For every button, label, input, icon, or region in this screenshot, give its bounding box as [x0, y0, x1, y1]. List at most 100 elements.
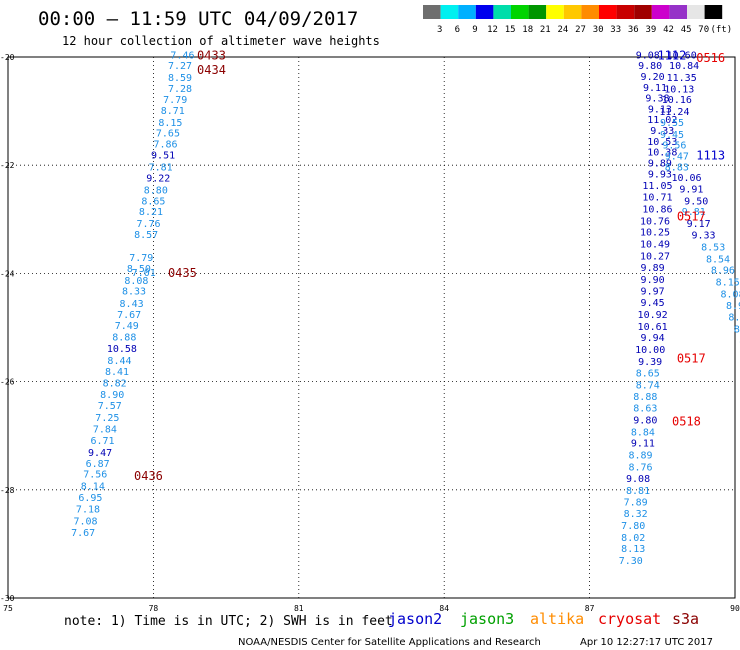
data-value-s3a: 8.15: [158, 118, 182, 129]
data-value-cryosat: 7.80: [621, 521, 645, 532]
data-value-s3a: 9.51: [151, 150, 175, 161]
colorbar-label: 33: [610, 25, 621, 35]
data-value-cryosat: 9.45: [641, 298, 665, 309]
data-value-jason2: 8.96: [711, 266, 735, 277]
data-value-cryosat: 9.97: [641, 287, 665, 298]
colorbar-label: 39: [645, 25, 656, 35]
colorbar-label: 30: [593, 25, 604, 35]
chart-title: 00:00 – 11:59 UTC 04/09/2017: [38, 8, 358, 30]
data-value-s3a: 8.82: [103, 379, 127, 390]
data-value-cryosat: 8.02: [621, 533, 645, 544]
data-value-jason2: 10.16: [662, 95, 692, 106]
data-value-cryosat: 10.61: [638, 322, 668, 333]
data-value-cryosat: 10.76: [640, 216, 670, 227]
x-tick-label: 87: [585, 604, 595, 613]
colorbar-swatch: [669, 5, 687, 19]
data-value-jason2: 11.35: [667, 73, 697, 84]
data-value-cryosat: 9.89: [641, 263, 665, 274]
data-value-s3a: 7.25: [95, 413, 119, 424]
data-value-s3a: 7.56: [83, 470, 107, 481]
data-value-s3a: 8.65: [141, 196, 165, 207]
data-value-s3a: 8.21: [139, 207, 163, 218]
data-value-jason2: 9.91: [679, 184, 703, 195]
data-value-s3a: 8.41: [105, 367, 129, 378]
y-tick-label: -20: [0, 53, 15, 62]
data-value-cryosat: 7.89: [624, 498, 648, 509]
data-value-s3a: 7.67: [117, 310, 141, 321]
colorbar-swatch: [651, 5, 670, 19]
data-value-cryosat: 10.53: [647, 137, 677, 148]
data-value-jason2: 9.55: [660, 118, 684, 129]
colorbar-swatch: [616, 5, 635, 19]
colorbar-label: 3: [437, 25, 442, 35]
colorbar-swatch: [493, 5, 511, 19]
data-value-s3a: 6.71: [90, 436, 114, 447]
colorbar-label: 15: [505, 25, 516, 35]
data-value-cryosat: 8.84: [631, 427, 655, 438]
data-value-s3a: 7.79: [129, 253, 153, 264]
data-value-cryosat: 8.32: [624, 509, 648, 520]
data-value-jason2: 11.24: [659, 107, 689, 118]
colorbar-label: 36: [628, 25, 639, 35]
data-value-cryosat: 8.76: [628, 463, 652, 474]
data-value-cryosat: 11.05: [642, 181, 672, 192]
legend-s3a: s3a: [672, 610, 699, 628]
data-value-s3a: 7.18: [76, 505, 100, 516]
data-value-s3a: 10.58: [107, 344, 137, 355]
data-value-cryosat: 8.63: [633, 404, 657, 415]
data-value-cryosat: 8.88: [633, 392, 657, 403]
colorbar-swatch: [511, 5, 529, 19]
data-value-s3a: 8.80: [144, 186, 168, 197]
data-value-s3a: 8.33: [122, 287, 146, 298]
colorbar-swatch: [423, 5, 441, 19]
colorbar-label: 9: [472, 25, 477, 35]
data-value-s3a: 8.88: [112, 333, 136, 344]
x-tick-label: 78: [149, 604, 159, 613]
plot-area: 75 78 81 84 87 90-20-22-24-26-28-307.467.278.…: [0, 48, 740, 613]
x-tick-label: 90: [730, 604, 740, 613]
data-value-s3a: 8.57: [134, 230, 158, 241]
data-value-jason2: 8.08: [721, 289, 740, 300]
colorbar-label: 27: [575, 25, 586, 35]
colorbar-swatch: [687, 5, 705, 19]
colorbar-swatch: [563, 5, 582, 19]
data-value-cryosat: 10.92: [638, 310, 668, 321]
time-label: 0433: [197, 48, 226, 62]
data-value-cryosat: 9.94: [641, 333, 665, 344]
data-value-s3a: 9.47: [88, 448, 112, 459]
legend: jason2 jason3 altika cryosat s3a: [388, 610, 699, 628]
data-value-s3a: 8.08: [124, 276, 148, 287]
colorbar-label: 24: [557, 25, 568, 35]
data-value-s3a: 8.71: [161, 106, 185, 117]
chart-subtitle: 12 hour collection of altimeter wave hei…: [62, 34, 380, 48]
x-tick-label: 81: [294, 604, 304, 613]
data-value-s3a: 7.84: [93, 425, 117, 436]
data-value-s3a: 7.65: [156, 129, 180, 140]
data-value-cryosat: 9.80: [633, 415, 657, 426]
colorbar-swatch: [704, 5, 723, 19]
data-value-cryosat: 9.13: [648, 104, 672, 115]
data-value-cryosat: 10.27: [640, 252, 670, 263]
x-tick-label: 75: [3, 604, 13, 613]
y-tick-label: -28: [0, 486, 15, 495]
data-value-s3a: 7.08: [73, 517, 97, 528]
data-value-jason2: 9.81: [682, 207, 706, 218]
data-value-jason2: 8.83: [665, 162, 689, 173]
note-text: note: 1) Time is in UTC; 2) SWH is in fe…: [64, 614, 393, 629]
data-value-s3a: 7.76: [137, 219, 161, 230]
data-value-cryosat: 8.81: [626, 486, 650, 497]
data-value-cryosat: 10.86: [642, 204, 672, 215]
data-value-cryosat: 8.13: [621, 544, 645, 555]
colorbar-label: 6: [455, 25, 460, 35]
data-value-jason2: 8.53: [701, 242, 725, 253]
legend-altika: altika: [530, 610, 584, 628]
time-label: 1113: [696, 148, 725, 162]
footer-credit: NOAA/NESDIS Center for Satellite Applica…: [238, 637, 541, 648]
data-value-jason2: 8.15: [716, 278, 740, 289]
legend-cryosat: cryosat: [598, 610, 661, 628]
colorbar-swatch: [528, 5, 547, 19]
plot-frame: [7, 56, 736, 599]
colorbar-swatch: [546, 5, 564, 19]
data-value-cryosat: 9.39: [638, 357, 662, 368]
